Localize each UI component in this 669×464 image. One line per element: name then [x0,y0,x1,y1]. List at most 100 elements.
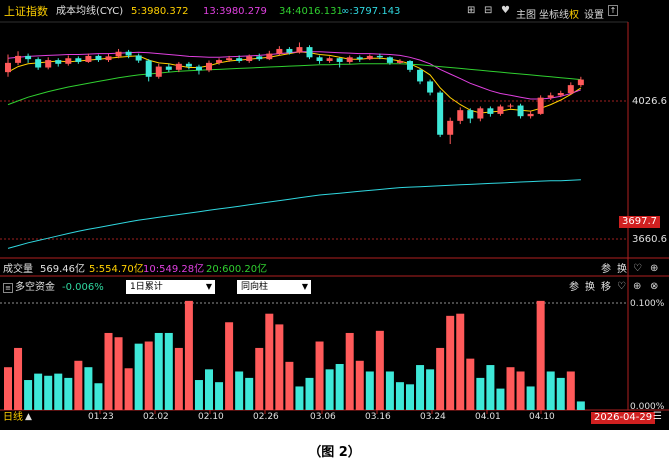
candle-body [75,58,82,62]
period-label[interactable]: 日线 [3,412,23,423]
date-tick-label: 02.26 [253,412,279,422]
volume-heart-icon[interactable]: ♡ [633,263,642,274]
candle-body [85,55,92,62]
candle-body [266,53,273,60]
fund-bar [315,341,324,410]
ma5-value: 5:3980.372 [131,6,189,17]
candle-body [366,55,373,60]
candle-body [427,81,434,93]
fund-bar [64,377,73,410]
fund-bar [24,380,33,410]
candle-body [105,56,112,61]
candle-body [135,55,142,61]
plus-box-icon[interactable]: ⊞ [467,5,476,16]
settings-button[interactable]: 设置 [584,10,604,21]
fund-expand-icon[interactable]: ≡ [3,283,13,293]
fund-bar [566,371,575,410]
fund-bar [235,371,244,410]
volume-zoom-icon[interactable]: ⊕ [650,263,659,274]
coordinate-line-button[interactable]: 坐标线 [539,10,569,21]
fund-bar [506,367,515,410]
rights-adjust-button[interactable]: 权 [569,10,579,21]
fund-bar [225,322,234,410]
fund-bar [546,371,555,410]
volume-switch-button[interactable]: 换 [617,264,627,275]
date-tick-label: 03.06 [310,412,336,422]
fund-value: -0.006% [62,282,104,293]
volume-param-button[interactable]: 参 [601,264,611,275]
period-up-icon[interactable]: ▲ [25,412,32,422]
fund-title[interactable]: 多空资金 [15,282,55,293]
candle-body [145,60,152,77]
fund-bar [375,330,384,410]
price-label-low: 3660.6 [632,234,667,245]
fund-bar [54,373,63,410]
fund-bar [335,363,344,410]
candle-body [417,69,424,82]
candle-body [175,63,182,70]
fund-bar [74,360,83,410]
candle-body [507,105,514,107]
heart-icon[interactable]: ♥ [501,5,510,16]
candle-body [256,56,263,60]
fund-bar [295,386,304,410]
candle-body [537,97,544,114]
fund-bar [124,368,133,410]
fund-bar [496,388,505,410]
indicator-name[interactable]: 成本均线(CYC) [56,6,124,17]
fund-bar [446,315,455,410]
candle-body [437,92,444,135]
figure-caption: （图 2） [308,445,361,460]
fund-move-button[interactable]: 移 [601,282,611,293]
fund-bar [416,365,425,410]
fund-bar [205,369,213,410]
fund-bar [84,367,93,410]
fund-bar [144,341,153,410]
menu-icon[interactable]: ☰ [653,411,662,422]
candle-body [306,47,313,58]
fund-switch-button[interactable]: 换 [585,282,595,293]
bar-mode-value: 同向柱 [241,282,269,292]
kline-chart-canvas[interactable] [0,0,669,430]
fund-bar [34,373,43,410]
fund-bar [104,332,113,410]
candle-body [226,58,233,61]
main-chart-button[interactable]: 主图 [516,10,536,21]
accumulate-period-select[interactable]: 1日累计 ▼ [126,280,215,294]
candle-body [467,110,474,119]
fund-bar [14,347,23,410]
candle-body [407,61,413,70]
ma-line-3 [7,179,581,249]
candle-body [236,58,243,62]
fund-heart-icon[interactable]: ♡ [617,281,626,292]
ma34-value: 34:4016.131 [279,6,343,17]
candle-body [25,55,32,60]
candle-body [165,66,172,70]
candle-body [477,108,484,119]
fund-bar [184,300,193,410]
candle-body [35,59,42,68]
fund-zoom-icon[interactable]: ⊕ [633,281,642,292]
bar-mode-select[interactable]: 同向柱 ▼ [237,280,311,294]
volume-title[interactable]: 成交量 [3,264,33,275]
date-tick-label: 01.23 [88,412,114,422]
candle-body [326,58,333,62]
fund-close-icon[interactable]: ⊗ [650,281,659,292]
current-date-badge: 2026-04-29 [591,412,656,424]
candle-body [55,60,62,64]
fund-bar [164,332,173,410]
candle-body [356,57,363,60]
minus-box-icon[interactable]: ⊟ [484,5,493,16]
fund-bar [325,369,334,410]
date-tick-label: 02.10 [198,412,224,422]
candle-body [447,120,454,135]
fund-bar [194,380,203,410]
fund-bar [516,371,525,410]
accumulate-period-value: 1日累计 [130,282,163,292]
fund-bar [265,313,274,410]
fund-param-button[interactable]: 参 [569,282,579,293]
candle-body [276,48,283,54]
expand-icon[interactable]: ↑ [608,5,618,16]
fund-bar [476,377,485,410]
index-name[interactable]: 上证指数 [4,5,48,18]
